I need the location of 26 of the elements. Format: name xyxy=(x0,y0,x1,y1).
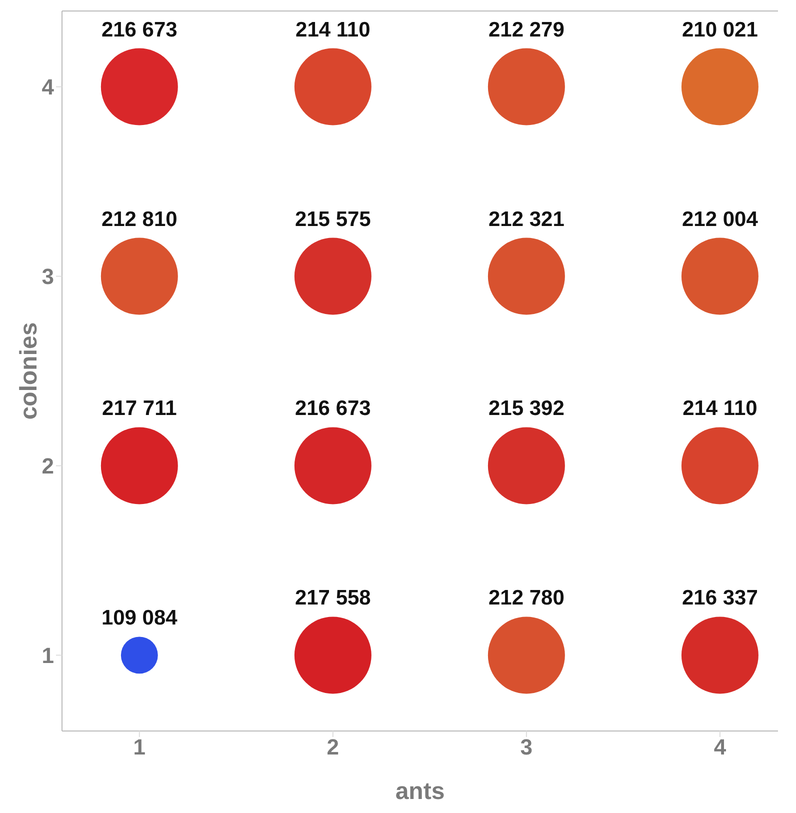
x-tick-label: 1 xyxy=(133,734,146,760)
y-tick-label: 2 xyxy=(42,454,54,479)
annotation: 216 673 xyxy=(101,18,178,42)
annotation: 212 810 xyxy=(101,208,178,231)
annotation: 215 392 xyxy=(488,397,564,420)
x-tick-label: 4 xyxy=(714,734,727,760)
x-axis-title: ants xyxy=(395,778,445,805)
annotation: 217 711 xyxy=(102,397,178,420)
annotation: 216 337 xyxy=(682,586,758,610)
annotation: 212 321 xyxy=(488,208,565,231)
annotation: 216 673 xyxy=(294,397,371,420)
x-tick-label: 2 xyxy=(326,734,340,760)
annotation: 212 004 xyxy=(682,208,758,231)
annotation: 217 558 xyxy=(294,586,372,610)
y-tick-label: 4 xyxy=(42,74,55,100)
annotation: 212 780 xyxy=(488,586,564,610)
annotation: 210 021 xyxy=(682,18,758,42)
annotation: 215 575 xyxy=(294,208,372,231)
annotation: 109 084 xyxy=(101,606,178,630)
y-tick-label: 1 xyxy=(42,643,54,668)
y-axis-title: colonies xyxy=(16,322,43,420)
y-tick-label: 3 xyxy=(42,264,54,290)
x-tick-label: 3 xyxy=(520,734,533,760)
annotation: 214 110 xyxy=(296,18,370,42)
annotation: 214 110 xyxy=(682,397,758,420)
annotation: 212 279 xyxy=(488,18,564,42)
